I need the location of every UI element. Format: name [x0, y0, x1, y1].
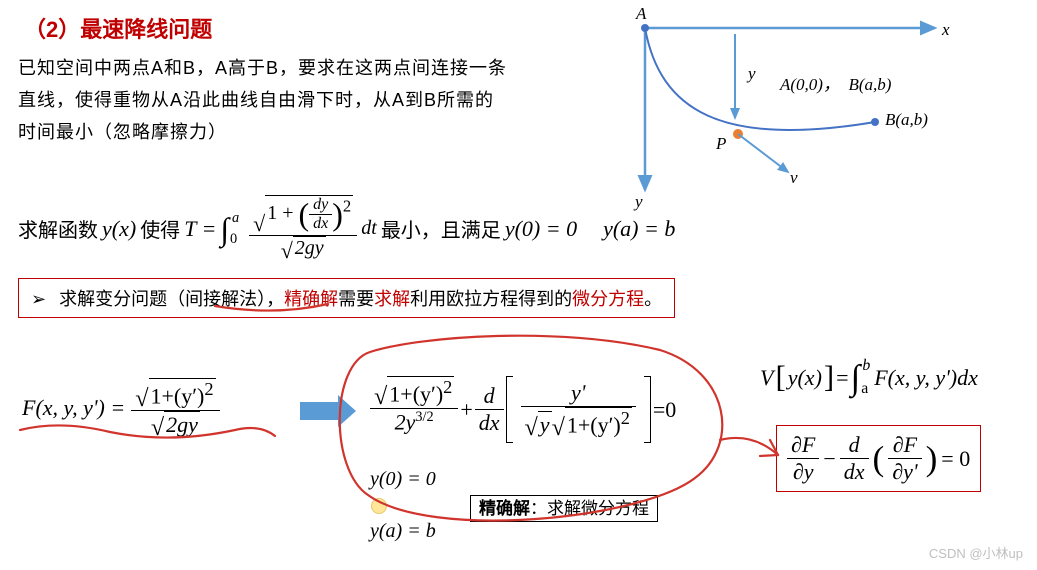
caption-box: 精确解：求解微分方程: [470, 494, 658, 519]
eq-F-lhs: F(x, y, yʹ) =: [22, 395, 125, 421]
eq-mid1: 使得: [140, 214, 180, 243]
eq-cond2: y(a) = b: [603, 216, 675, 242]
label-x: x: [942, 20, 950, 40]
note-t1: 求解变分问题（间接解法），: [59, 289, 284, 309]
label-Bend: B(a,b): [885, 110, 928, 130]
arrow-right-icon: [300, 395, 355, 427]
eq-center-inner: yʹ √y√1+(yʹ)2: [515, 376, 642, 443]
note-t6: 微分方程: [572, 289, 644, 309]
bracket-right-icon: [644, 376, 651, 443]
eq-cond1: y(0) = 0: [505, 216, 577, 242]
highlight-dot-icon: [371, 498, 387, 514]
brachistochrone-diagram: [0, 0, 1037, 210]
eq-center-plus: +: [460, 397, 472, 423]
bracket-left-icon: [506, 376, 513, 443]
eq-yx: y(x): [102, 216, 136, 242]
eq-mid2: 最小，且满足: [381, 214, 501, 243]
eq-center-eq0: =0: [653, 397, 676, 423]
bc1: y(0) = 0: [370, 468, 436, 491]
label-A: A: [636, 4, 646, 24]
eq-F: F(x, y, yʹ) = √1+(yʹ)2 √2gy: [22, 378, 220, 439]
note-t5: 利用欧拉方程得到的: [410, 289, 572, 309]
euler-lagrange-box: ∂F∂y − ddx ( ∂F∂yʹ ) = 0: [776, 425, 981, 492]
label-points: A(0,0)， B(a,b): [780, 70, 891, 95]
label-v: v: [790, 168, 798, 188]
chevron-icon: ➢: [31, 289, 46, 309]
watermark: CSDN @小林up: [929, 543, 1023, 562]
note-t4: 求解: [374, 289, 410, 309]
eq-center-term1: √1+(yʹ)2 2y3/2: [370, 376, 458, 443]
eq-dt: dt: [361, 217, 377, 240]
eq-prefix: 求解函数: [18, 214, 98, 243]
bc2: y(a) = b: [370, 520, 436, 543]
label-inner-y: y: [748, 64, 756, 84]
eq-Teq: T =: [184, 216, 216, 242]
note-t3: 需要: [338, 289, 374, 309]
note-box: ➢ 求解变分问题（间接解法），精确解需要求解利用欧拉方程得到的微分方程。: [18, 278, 675, 318]
main-equation-line: 求解函数 y(x) 使得 T = ∫a0 √1 + (dydx)2 √2gy d…: [18, 195, 675, 262]
page-root: （2）最速降线问题 已知空间中两点A和B，A高于B，要求在这两点间连接一条 直线…: [0, 0, 1037, 570]
eq-V: V [y(x)] = ∫ba F(x, y, yʹ)dx: [760, 360, 978, 395]
eq-center-ddx: ddx: [475, 383, 504, 436]
note-t2: 精确解: [284, 289, 338, 309]
eq-center: √1+(yʹ)2 2y3/2 + ddx yʹ √y√1+(yʹ)2 =0: [370, 376, 676, 443]
note-t7: 。: [644, 289, 662, 309]
eq-main-frac: √1 + (dydx)2 √2gy: [249, 195, 357, 262]
label-P: P: [716, 134, 726, 154]
integral-symbol-icon: ∫a0: [220, 213, 229, 245]
